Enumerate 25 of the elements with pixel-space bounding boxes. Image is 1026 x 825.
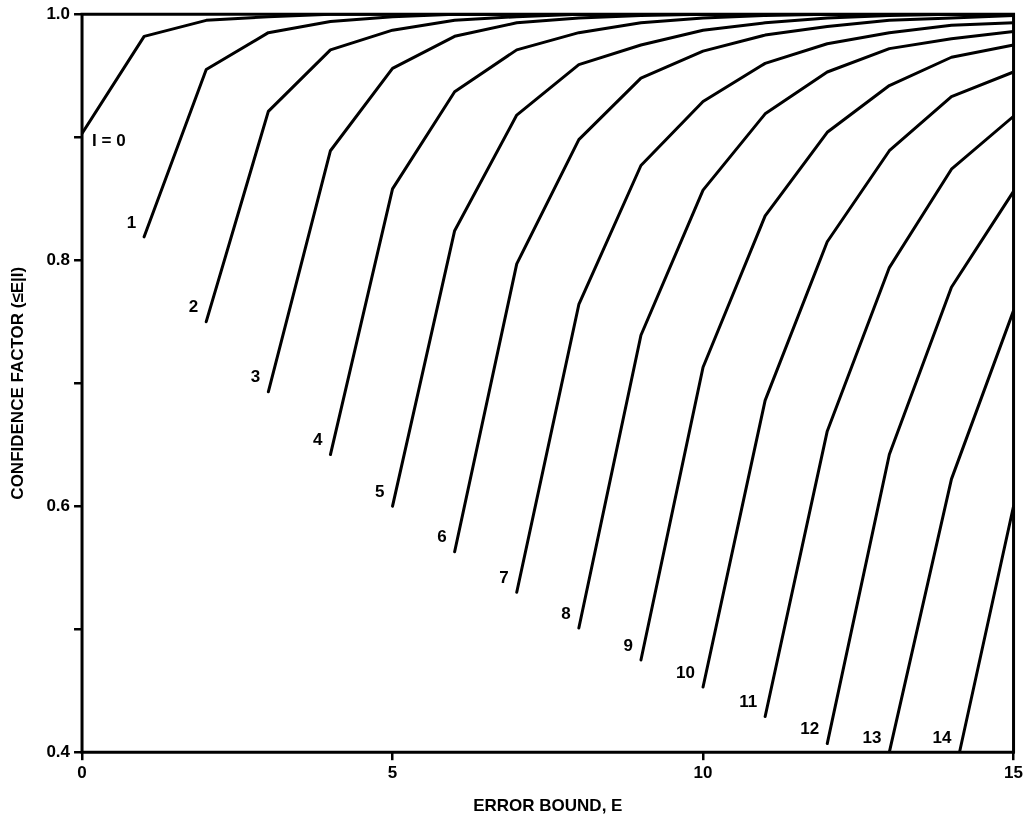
series-label: 3: [250, 367, 261, 387]
series-label: 14: [932, 727, 953, 747]
series-label: 4: [312, 430, 323, 450]
x-tick-label: 5: [387, 763, 398, 783]
series-label: 10: [676, 662, 696, 682]
series-label: 11: [739, 692, 758, 712]
series-label: I = 0: [92, 131, 126, 151]
series-label: 9: [623, 635, 633, 655]
y-tick-label: 0.4: [46, 741, 71, 761]
series-label: 6: [437, 527, 447, 547]
y-tick-label: 0.8: [46, 249, 71, 269]
series-label: 7: [499, 567, 509, 587]
series-label: 2: [188, 297, 199, 317]
series-label: 8: [561, 603, 571, 623]
x-tick-label: 0: [77, 763, 87, 783]
y-axis-title: CONFIDENCE FACTOR (≤E|I): [7, 266, 27, 500]
y-tick-label: 1.0: [46, 3, 71, 23]
x-tick-label: 10: [693, 763, 713, 783]
x-axis-title: ERROR BOUND, E: [473, 796, 623, 816]
series-label: 5: [375, 481, 385, 501]
series-label: 12: [800, 719, 820, 739]
x-tick-label: 15: [1004, 763, 1024, 783]
y-tick-label: 0.6: [46, 495, 71, 515]
series-label: 1: [126, 212, 137, 232]
series-label: 13: [862, 727, 882, 747]
